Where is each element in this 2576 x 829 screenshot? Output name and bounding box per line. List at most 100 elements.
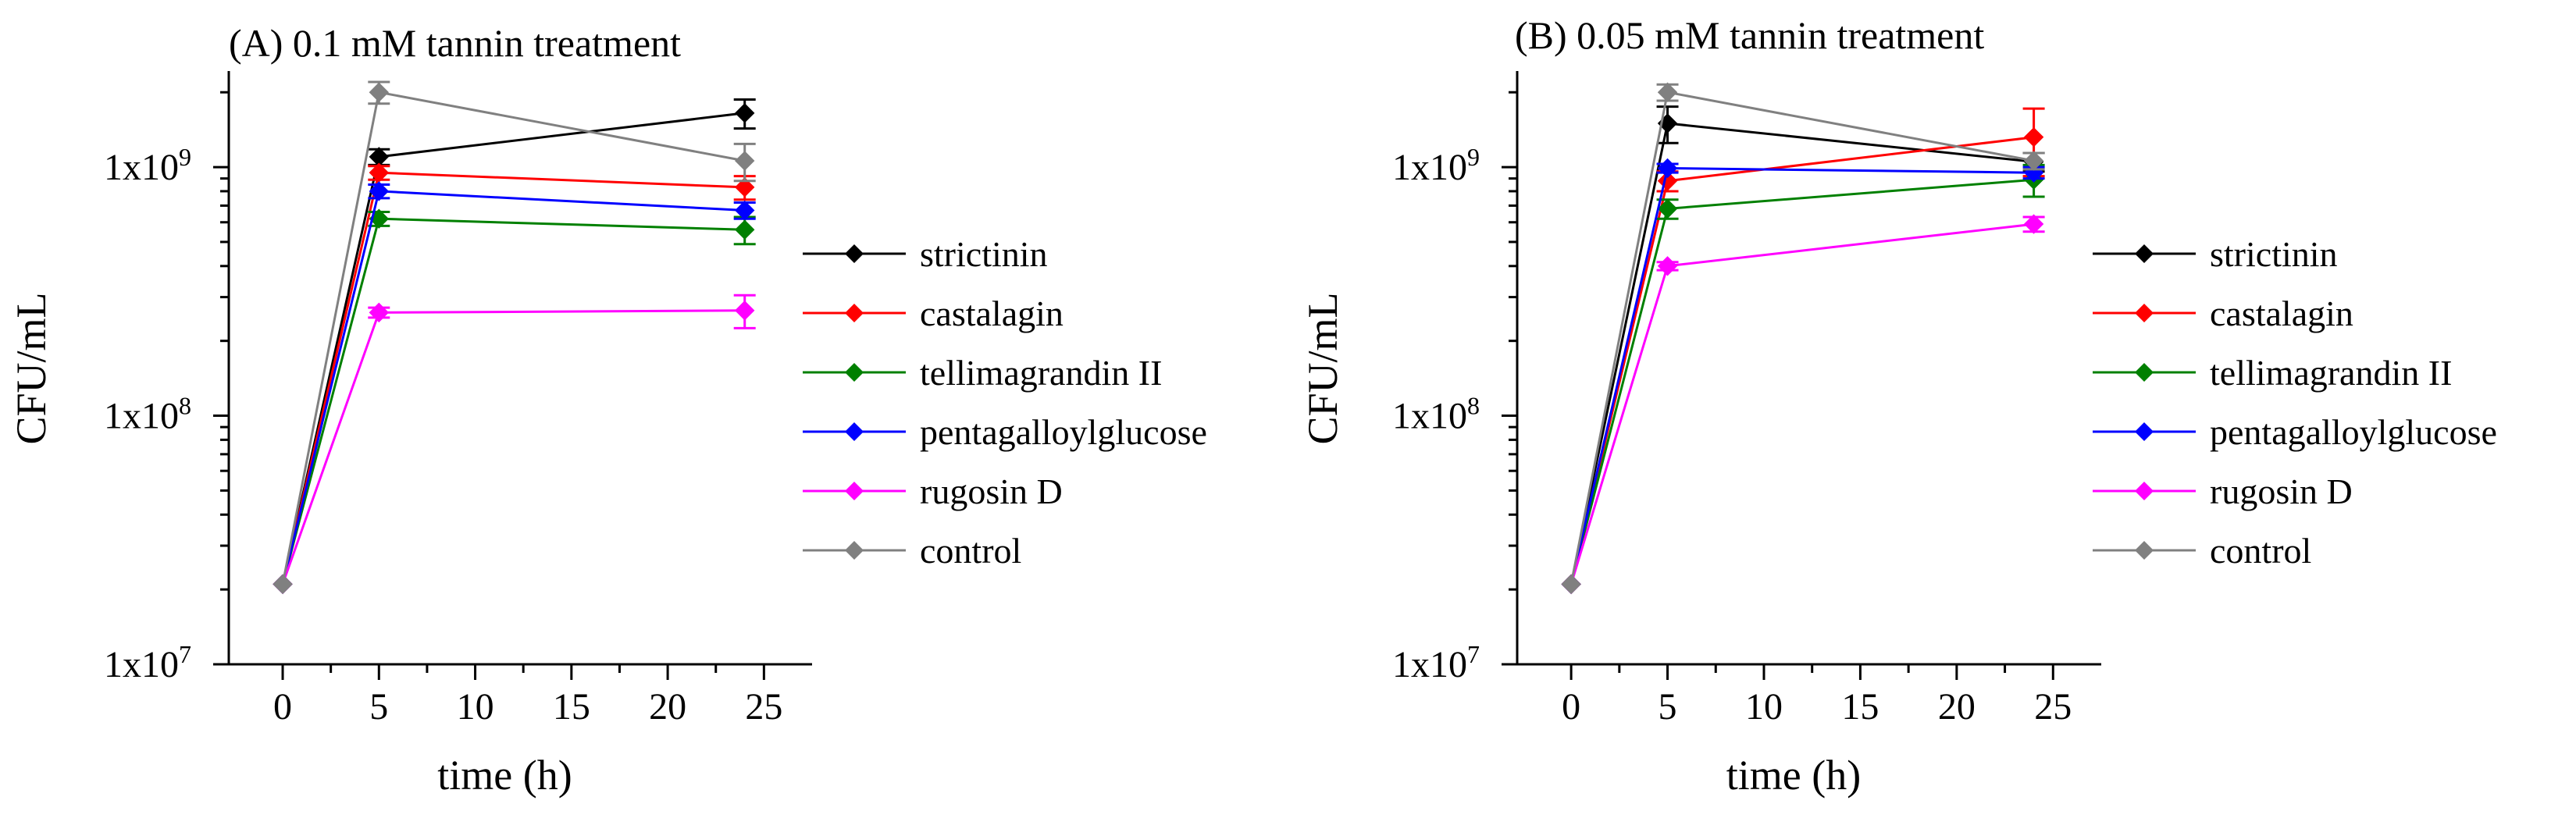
x-tick-label: 5 — [369, 686, 388, 728]
chart-title: (B) 0.05 mM tannin treatment — [1515, 13, 1984, 57]
legend-item-rugosin-d: rugosin D — [2093, 471, 2353, 511]
legend-item-control: control — [803, 531, 1021, 571]
series-line — [281, 309, 745, 585]
x-axis-label: time (h) — [1726, 752, 1861, 799]
plot-area — [1561, 82, 2045, 595]
data-point — [735, 219, 755, 240]
series-castalagin — [1561, 107, 2045, 595]
plot-area — [273, 80, 756, 595]
x-axis-label: time (h) — [437, 752, 572, 799]
data-point — [735, 177, 755, 197]
y-tick-base: 1x10 — [1392, 396, 1467, 437]
legend-label: rugosin D — [920, 471, 1063, 511]
legend: strictinin castalagin tellimagrandin II pen… — [803, 234, 1207, 571]
x-tick-label: 15 — [553, 686, 590, 728]
series-pentagalloylglucose — [273, 181, 756, 595]
data-point — [369, 181, 390, 201]
y-tick-base: 1x10 — [104, 147, 179, 188]
legend: strictinin castalagin tellimagrandin II pen… — [2093, 234, 2497, 571]
y-axis-label: CFU/mL — [8, 292, 55, 444]
x-tick-label: 20 — [649, 686, 686, 728]
x-tick-label: 25 — [745, 686, 782, 728]
series-line — [1569, 222, 2034, 585]
legend-item-castalagin: castalagin — [803, 294, 1064, 333]
legend-item-strictinin: strictinin — [2093, 234, 2338, 274]
y-tick-label: 1x108 — [104, 392, 191, 437]
chart-title: (A) 0.1 mM tannin treatment — [229, 21, 681, 65]
series-control — [1561, 82, 2045, 595]
x-tick-label: 0 — [1562, 686, 1580, 728]
legend-label: tellimagrandin II — [2210, 353, 2452, 393]
series-line — [1569, 91, 2034, 585]
y-tick-base: 1x10 — [104, 644, 179, 685]
legend-marker — [845, 422, 864, 441]
legend-label: castalagin — [920, 294, 1064, 333]
y-tick-exponent: 7 — [1467, 640, 1480, 668]
legend-marker — [2135, 244, 2154, 263]
y-tick-label: 1x107 — [1392, 640, 1480, 685]
legend-label: tellimagrandin II — [920, 353, 1162, 393]
y-tick-base: 1x10 — [1392, 644, 1467, 685]
data-point — [1657, 256, 1678, 276]
legend-label: pentagalloylglucose — [920, 412, 1207, 452]
data-point — [2023, 126, 2044, 148]
x-tick-label: 10 — [1745, 686, 1783, 728]
series-strictinin — [1561, 105, 2045, 595]
y-tick-label: 1x109 — [104, 143, 191, 188]
panel-a: (A) 0.1 mM tannin treatment 0 5 10 15 20 25 1x1… — [8, 21, 1207, 799]
legend-item-control: control — [2093, 531, 2311, 571]
x-tick-label: 15 — [1841, 686, 1879, 728]
legend-marker — [2135, 422, 2154, 441]
data-point — [1657, 198, 1678, 219]
series-control — [273, 80, 756, 595]
legend-label: castalagin — [2210, 294, 2353, 333]
legend-marker — [2135, 541, 2154, 560]
legend-item-pentagalloylglucose: pentagalloylglucose — [803, 412, 1207, 452]
data-point — [369, 302, 390, 323]
legend-marker — [845, 541, 864, 560]
x-tick-label: 20 — [1938, 686, 1976, 728]
data-point — [273, 574, 293, 595]
data-point — [2023, 214, 2044, 234]
legend-marker — [845, 244, 864, 263]
legend-marker — [845, 304, 864, 322]
series-line — [281, 91, 745, 585]
legend-item-castalagin: castalagin — [2093, 294, 2353, 333]
y-tick-label: 1x109 — [1392, 143, 1480, 188]
data-point — [1657, 158, 1678, 179]
y-tick-exponent: 8 — [1467, 392, 1480, 420]
series-rugosin-d — [273, 294, 756, 595]
legend-marker — [845, 363, 864, 382]
legend-item-pentagalloylglucose: pentagalloylglucose — [2093, 412, 2497, 452]
y-tick-exponent: 8 — [179, 392, 191, 420]
y-tick-base: 1x10 — [104, 396, 179, 437]
legend-item-tellimagrandin-ii: tellimagrandin II — [2093, 353, 2452, 393]
x-tick-label: 25 — [2034, 686, 2072, 728]
y-tick-label: 1x108 — [1392, 392, 1480, 437]
data-point — [735, 301, 755, 321]
data-point — [735, 103, 755, 123]
series-rugosin-d — [1561, 214, 2045, 595]
y-tick-base: 1x10 — [1392, 147, 1467, 188]
x-tick-label: 5 — [1659, 686, 1677, 728]
legend-item-tellimagrandin-ii: tellimagrandin II — [803, 353, 1162, 393]
series-line — [1569, 136, 2034, 585]
legend-marker — [2135, 304, 2154, 322]
legend-marker — [845, 482, 864, 500]
y-tick-label: 1x107 — [104, 640, 191, 685]
legend-marker — [2135, 363, 2154, 382]
x-tick-label: 0 — [273, 686, 292, 728]
data-point — [1657, 82, 1678, 102]
legend-label: pentagalloylglucose — [2210, 412, 2497, 452]
y-tick-exponent: 9 — [179, 143, 191, 171]
legend-label: rugosin D — [2210, 471, 2353, 511]
legend-item-strictinin: strictinin — [803, 234, 1048, 274]
y-axis-label: CFU/mL — [1299, 292, 1346, 444]
data-point — [735, 200, 755, 221]
legend-marker — [2135, 482, 2154, 500]
x-tick-label: 10 — [457, 686, 494, 728]
data-point — [1561, 574, 1581, 595]
panel-b: (B) 0.05 mM tannin treatment 0 5 10 15 20 25 1x… — [1299, 13, 2497, 799]
legend-label: strictinin — [2210, 234, 2338, 274]
